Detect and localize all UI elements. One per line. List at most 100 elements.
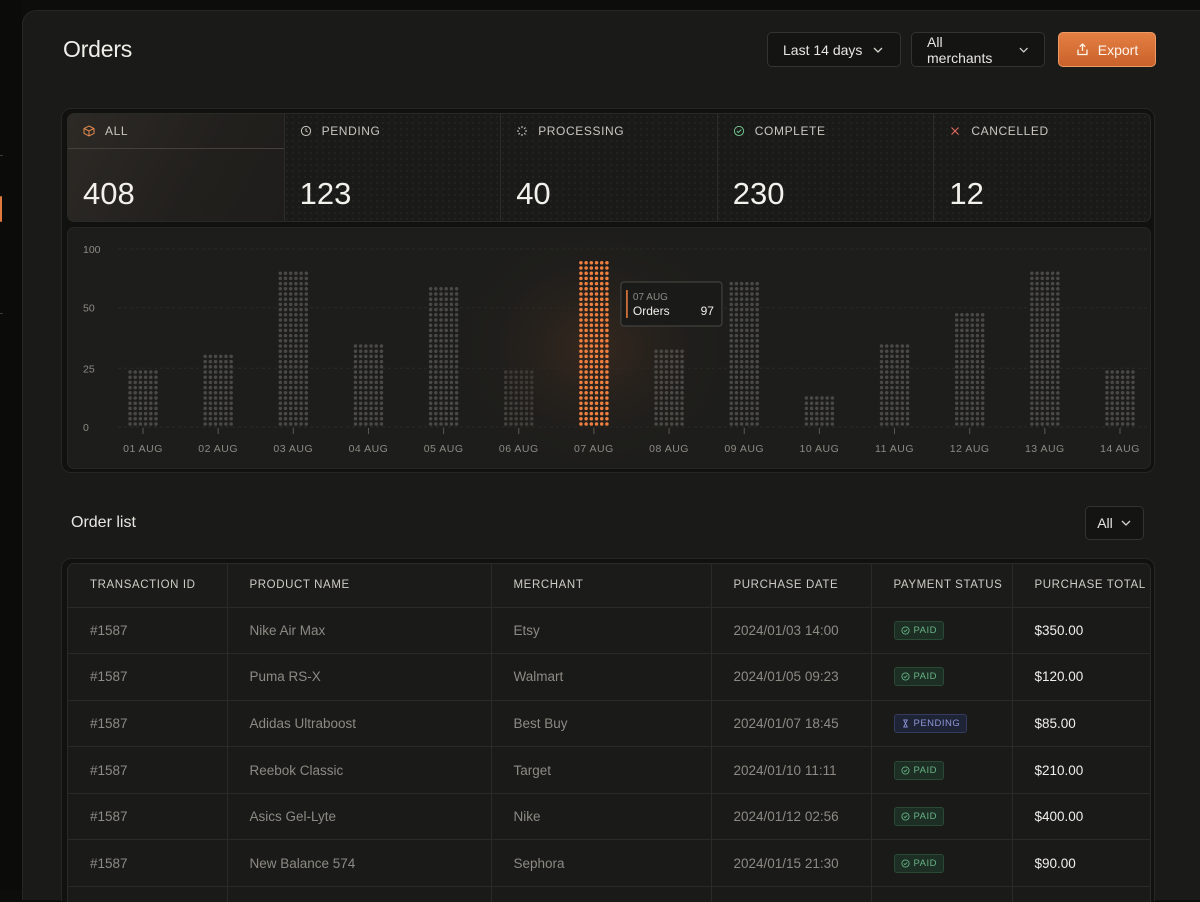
bar-09-aug[interactable]: [729, 281, 759, 426]
x-tick-label: 09 AUG: [724, 443, 764, 455]
tab-all-count: 408: [83, 176, 135, 211]
cell-purchase-total: $350.00: [1012, 607, 1150, 655]
spinner-icon: [517, 126, 528, 136]
box-icon: [83, 125, 95, 137]
cell-product-name: [227, 886, 492, 902]
x-tick-label: 11 AUG: [875, 443, 914, 455]
bar-11-aug[interactable]: [879, 344, 910, 426]
cell-transaction-id: #1587: [68, 700, 228, 748]
tab-cancelled-count: 12: [949, 176, 984, 211]
cell-purchase-total: $210.00: [1012, 746, 1150, 794]
status-badge: PAID: [893, 620, 944, 640]
status-badge-label: PENDING: [913, 717, 961, 729]
export-label: Export: [1097, 41, 1139, 58]
bar-04-aug[interactable]: [353, 344, 384, 426]
status-badge-label: PAID: [913, 671, 937, 683]
share-icon: [1077, 43, 1088, 56]
tab-processing-count: 40: [516, 176, 551, 211]
merchant-dropdown[interactable]: All merchants: [911, 32, 1045, 67]
tab-pending-count: 123: [299, 176, 352, 211]
bar-08-aug[interactable]: [654, 349, 684, 426]
cell-product-name: Adidas Ultraboost: [227, 700, 492, 748]
x-tick-label: 08 AUG: [649, 443, 689, 455]
chevron-down-icon: [1121, 520, 1131, 526]
status-badge: PENDING: [893, 713, 968, 733]
date-range-dropdown[interactable]: Last 14 days: [767, 32, 901, 67]
bar-07-aug[interactable]: [579, 261, 609, 426]
order-table: TRANSACTION ID PRODUCT NAME MERCHANT PUR…: [68, 564, 1150, 902]
check-circle-icon: [900, 812, 910, 821]
tab-pending-label: PENDING: [321, 124, 381, 138]
column-header-payment-status[interactable]: PAYMENT STATUS: [871, 564, 1013, 608]
cell-transaction-id: #1587: [68, 653, 228, 701]
check-circle-icon: [900, 626, 910, 635]
cell-merchant: Etsy: [491, 607, 712, 655]
clock-icon: [300, 125, 311, 137]
column-header-merchant[interactable]: MERCHANT: [491, 564, 712, 608]
bar-10-aug[interactable]: [804, 396, 835, 426]
table-row[interactable]: #1587 New Balance 574 Sephora 2024/01/15 21…: [68, 839, 1150, 888]
bar-14-aug[interactable]: [1105, 370, 1135, 426]
sidebar-tick: [0, 155, 3, 156]
x-tick-label: 05 AUG: [424, 443, 464, 455]
column-header-purchase-date[interactable]: PURCHASE DATE: [711, 564, 872, 608]
order-list-filter-dropdown[interactable]: All: [1085, 506, 1144, 540]
bar-13-aug[interactable]: [1030, 271, 1060, 426]
tab-pending[interactable]: PENDING 123: [285, 114, 502, 221]
bar-12-aug[interactable]: [954, 313, 985, 426]
tab-cancelled-label: CANCELLED: [971, 124, 1049, 138]
tooltip-value: 97: [701, 304, 715, 318]
column-header-product-name[interactable]: PRODUCT NAME: [227, 564, 492, 608]
cell-purchase-date: [711, 886, 872, 902]
chevron-down-icon: [1019, 47, 1028, 53]
status-badge: PAID: [893, 667, 944, 687]
tab-complete[interactable]: COMPLETE 230: [718, 114, 935, 221]
cell-payment-status: PAID: [871, 607, 1013, 655]
cell-purchase-total: $85.00: [1012, 700, 1150, 748]
cell-purchase-total: $120.00: [1012, 653, 1150, 701]
hourglass-icon: [902, 719, 908, 728]
y-tick-label: 100: [83, 244, 101, 256]
cell-product-name: Reebok Classic: [227, 746, 492, 794]
cell-payment-status: PAID: [871, 839, 1013, 888]
status-badge-label: PAID: [913, 857, 937, 869]
merchant-label: All merchants: [927, 33, 993, 66]
cell-payment-status: PAID: [871, 653, 1013, 701]
x-tick-label: 07 AUG: [574, 443, 614, 455]
x-tick-label: 06 AUG: [499, 443, 539, 455]
orders-panel: Orders Last 14 days All merchants Export…: [22, 10, 1200, 902]
x-tick-label: 03 AUG: [273, 443, 313, 455]
tab-cancelled[interactable]: CANCELLED 12: [934, 114, 1150, 221]
cell-payment-status: PAID: [871, 746, 1013, 794]
cell-payment-status: PAID: [871, 793, 1013, 841]
cell-merchant: Walmart: [491, 653, 712, 701]
status-badge-label: PAID: [913, 811, 937, 823]
table-row[interactable]: #1587 Puma RS-X Walmart 2024/01/05 09:23 PAI…: [68, 653, 1150, 701]
cell-merchant: Best Buy: [491, 700, 712, 748]
tab-processing[interactable]: PROCESSING 40: [501, 114, 718, 221]
table-row[interactable]: #1587 Asics Gel-Lyte Nike 2024/01/12 02:56 P…: [68, 793, 1150, 841]
export-button[interactable]: Export: [1058, 32, 1156, 67]
table-row[interactable]: #1587 Nike Air Max Etsy 2024/01/03 14:00 PAI…: [68, 607, 1150, 655]
order-list-title: Order list: [71, 514, 136, 531]
table-row[interactable]: #1587 Adidas Ultraboost Best Buy 2024/01/07…: [68, 700, 1150, 748]
tab-all[interactable]: ALL 408: [68, 114, 285, 221]
cell-product-name: Puma RS-X: [227, 653, 492, 701]
cell-purchase-date: 2024/01/10 11:11: [711, 746, 872, 794]
cell-merchant: [491, 886, 712, 902]
y-tick-label: 50: [83, 303, 95, 315]
table-row[interactable]: [68, 886, 1150, 902]
cell-product-name: Nike Air Max: [227, 607, 492, 655]
cell-merchant: Sephora: [491, 839, 712, 888]
column-header-transaction-id[interactable]: TRANSACTION ID: [68, 564, 228, 608]
bar-01-aug[interactable]: [128, 370, 158, 426]
column-header-purchase-total[interactable]: PURCHASE TOTAL: [1012, 564, 1150, 608]
bar-02-aug[interactable]: [203, 354, 233, 426]
tab-complete-count: 230: [732, 176, 785, 211]
x-tick-label: 04 AUG: [349, 443, 389, 455]
table-row[interactable]: #1587 Reebok Classic Target 2024/01/10 11:1…: [68, 746, 1150, 794]
bar-03-aug[interactable]: [278, 271, 309, 426]
cell-product-name: Asics Gel-Lyte: [227, 793, 492, 841]
x-tick-label: 02 AUG: [198, 443, 238, 455]
